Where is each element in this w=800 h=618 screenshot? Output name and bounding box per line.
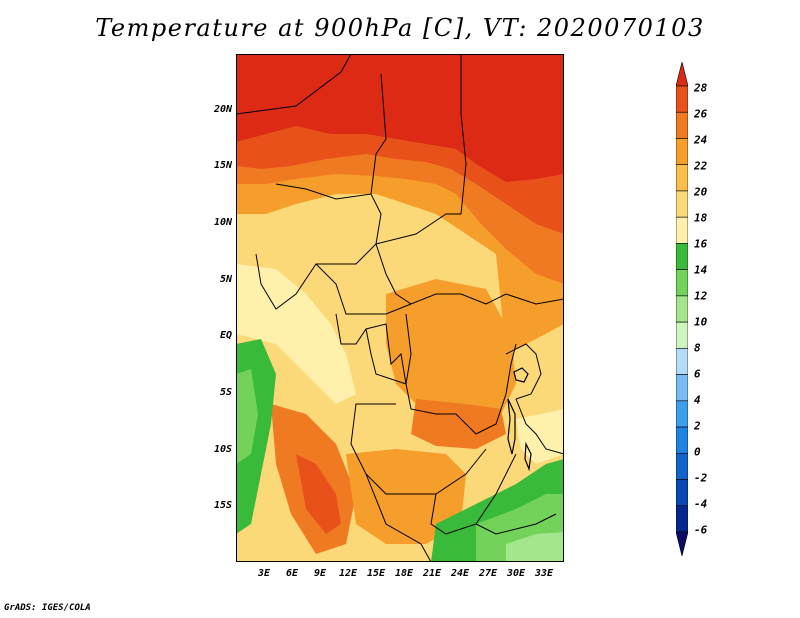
colorbar-label: 12: [694, 289, 708, 303]
colorbar-swatch: [676, 138, 688, 166]
central-t21: [386, 279, 516, 424]
colorbar-label: 6: [694, 367, 701, 381]
colorbar-swatch: [676, 216, 688, 244]
colorbar-label: 16: [694, 237, 708, 251]
x-tick-label: 24E: [450, 568, 470, 579]
x-tick-label: 27E: [478, 568, 498, 579]
south-t21: [346, 449, 466, 544]
map-frame: [236, 54, 564, 562]
y-tick-label: 15N: [213, 160, 232, 171]
x-tick-label: 33E: [534, 568, 554, 579]
x-tick-label: 30E: [506, 568, 526, 579]
colorbar-label: -4: [694, 497, 708, 511]
y-tick-label: 5S: [219, 387, 232, 398]
x-tick-label: 6E: [285, 568, 299, 579]
lakes: [507, 367, 532, 472]
se-t9: [506, 532, 564, 562]
colorbar-label: 10: [694, 315, 708, 329]
y-tick-label: 10S: [213, 444, 232, 455]
country-borders: [236, 54, 564, 562]
colorbar-label: 14: [694, 263, 708, 277]
x-tick-label: 12E: [338, 568, 358, 579]
colorbar-label: 28: [694, 81, 708, 95]
colorbar-top-triangle: [676, 62, 688, 87]
band-t27: [236, 54, 564, 182]
colorbar-swatch: [676, 452, 688, 480]
colorbar-label: 20: [694, 185, 708, 199]
south-t25: [296, 454, 341, 534]
colorbar-label: 26: [694, 107, 708, 121]
west-t11: [236, 369, 258, 464]
colorbar-label: -2: [694, 471, 708, 485]
colorbar-swatch: [676, 269, 688, 297]
colorbar-label: 0: [694, 445, 701, 459]
colorbar-swatch: [676, 374, 688, 402]
x-tick-label: 21E: [422, 568, 442, 579]
central-t23: [411, 399, 506, 449]
colorbar-swatch: [676, 111, 688, 139]
colorbar-label: 22: [694, 159, 708, 173]
colorbar-bottom-triangle: [676, 531, 688, 556]
footer-credit: GrADS: IGES/COLA: [4, 603, 91, 613]
coast-t15: [236, 264, 356, 404]
colorbar-label: 24: [694, 133, 708, 147]
colorbar-swatch: [676, 243, 688, 270]
x-tick-label: 15E: [366, 568, 386, 579]
colorbar-swatch: [676, 190, 688, 218]
colorbar: [676, 62, 688, 556]
colorbar-swatch: [676, 85, 688, 113]
y-tick-label: 10N: [213, 217, 232, 228]
colorbar-label: -6: [694, 523, 708, 537]
colorbar-swatch: [676, 505, 688, 533]
colorbar-swatch: [676, 348, 688, 375]
map-title: Temperature at 900hPa [C], VT: 202007010…: [95, 14, 705, 42]
x-tick-label: 9E: [313, 568, 327, 579]
colorbar-swatch: [676, 426, 688, 454]
colorbar-swatch: [676, 295, 688, 323]
y-tick-label: 15S: [213, 500, 232, 511]
colorbar-swatch: [676, 321, 688, 349]
colorbar-label: 18: [694, 211, 708, 225]
y-tick-label: 20N: [213, 104, 232, 115]
x-tick-label: 18E: [394, 568, 414, 579]
colorbar-label: 2: [694, 419, 701, 433]
temperature-map: [236, 54, 564, 562]
colorbar-swatch: [676, 479, 688, 507]
colorbar-swatch: [676, 164, 688, 192]
y-tick-label: 5N: [219, 274, 232, 285]
colorbar-label: 8: [694, 341, 701, 355]
colorbar-swatch: [676, 400, 688, 428]
y-tick-label: EQ: [219, 330, 232, 341]
colorbar-label: 4: [694, 393, 701, 407]
x-tick-label: 3E: [257, 568, 271, 579]
